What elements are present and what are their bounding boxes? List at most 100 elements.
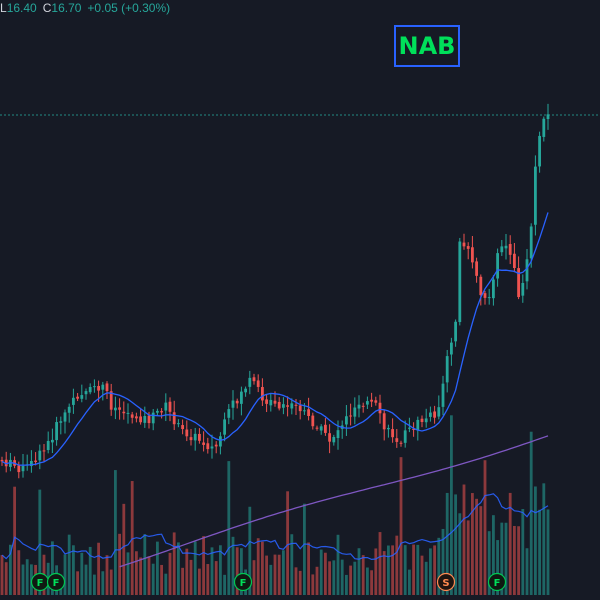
candle-body: [130, 414, 134, 418]
candle-body: [164, 402, 168, 411]
candle-body: [114, 407, 117, 411]
volume-bar: [546, 509, 550, 595]
candle-body: [122, 411, 126, 414]
volume-bar: [235, 547, 239, 595]
candle-body: [206, 443, 210, 450]
volume-bar: [441, 528, 445, 595]
financials-event-marker[interactable]: F: [487, 572, 507, 592]
volume-bar: [240, 548, 243, 595]
close-label: C: [42, 1, 52, 15]
candle-body: [160, 411, 163, 413]
candle-body: [496, 253, 499, 279]
volume-bar: [181, 567, 184, 595]
volume-moving-average: [1, 493, 549, 561]
candle-body: [277, 401, 281, 409]
volume-bar: [9, 544, 12, 595]
volume-bar: [93, 574, 96, 595]
candle-body: [84, 391, 88, 395]
volume-bars: [0, 415, 550, 595]
candle-body: [513, 253, 516, 269]
volume-bar: [513, 525, 516, 595]
volume-bar: [227, 461, 231, 595]
volume-bar: [529, 431, 533, 595]
ohlc-legend: L16.40 C16.70 +0.05 (+0.30%): [0, 1, 170, 15]
volume-bar: [13, 486, 16, 595]
split-event-marker[interactable]: S: [436, 572, 456, 592]
volume-bar: [500, 522, 504, 595]
volume-bar: [118, 533, 121, 595]
candle-body: [471, 247, 474, 263]
volume-bar: [17, 550, 21, 595]
event-marker-label: S: [442, 578, 449, 589]
volume-bar: [160, 564, 163, 595]
volume-bar: [361, 555, 365, 595]
volume-bar: [177, 542, 180, 595]
candles: [0, 103, 550, 479]
candle-body: [151, 412, 155, 424]
candle-body: [517, 268, 520, 298]
volume-bar: [382, 551, 386, 595]
candle-body: [420, 418, 424, 423]
volume-bar: [0, 555, 4, 595]
volume-bar: [336, 534, 340, 595]
volume-bar: [324, 552, 327, 595]
volume-bar: [298, 570, 302, 595]
volume-bar: [319, 549, 323, 595]
volume-bar: [345, 574, 348, 595]
candle-body: [38, 450, 42, 461]
candle-body: [143, 416, 147, 423]
volume-bar: [63, 554, 67, 595]
close-value: 16.70: [51, 1, 82, 15]
volume-bar: [479, 506, 483, 595]
financials-event-marker[interactable]: F: [30, 572, 50, 592]
volume-bar: [273, 554, 277, 595]
volume-bar: [147, 556, 151, 595]
candle-body: [487, 297, 491, 299]
candle-body: [0, 459, 4, 462]
candle-body: [374, 400, 378, 403]
financials-event-marker[interactable]: F: [46, 572, 66, 592]
candle-body: [269, 399, 273, 406]
volume-bar: [84, 564, 88, 595]
candle-body: [248, 377, 252, 387]
volume-bar: [462, 484, 466, 595]
volume-bar: [126, 552, 130, 595]
volume-bar: [399, 457, 403, 595]
volume-bar: [504, 522, 508, 595]
volume-bar: [282, 550, 285, 595]
moving-average-slow: [119, 435, 549, 568]
candle-body: [424, 418, 428, 423]
volume-bar: [403, 545, 407, 595]
volume-bar: [122, 503, 126, 595]
candle-body: [240, 391, 243, 404]
volume-bar: [445, 492, 449, 595]
volume-bar: [51, 541, 54, 595]
event-marker-label: F: [494, 578, 501, 589]
financials-event-marker[interactable]: F: [233, 572, 253, 592]
candle-body: [504, 245, 508, 249]
candle-body: [353, 407, 357, 417]
candle-body: [172, 412, 176, 425]
volume-bar: [219, 545, 222, 595]
volume-bar: [206, 564, 210, 595]
candle-body: [97, 385, 100, 391]
candle-body: [80, 395, 84, 399]
candle-body: [202, 442, 205, 445]
volume-bar: [458, 513, 462, 595]
candle-body: [454, 321, 457, 342]
candle-body: [433, 411, 436, 418]
volume-bar: [135, 551, 138, 595]
candle-body: [534, 166, 537, 225]
candle-body: [59, 421, 63, 423]
low-label: L: [0, 1, 7, 15]
volume-bar: [366, 567, 369, 595]
candle-body: [445, 356, 449, 383]
candle-body: [479, 276, 483, 296]
candle-body: [139, 416, 142, 423]
volume-bar: [277, 554, 281, 595]
candle-body: [542, 118, 546, 137]
volume-bar: [307, 542, 310, 595]
event-marker-label: F: [37, 578, 44, 589]
volume-bar: [395, 535, 399, 595]
